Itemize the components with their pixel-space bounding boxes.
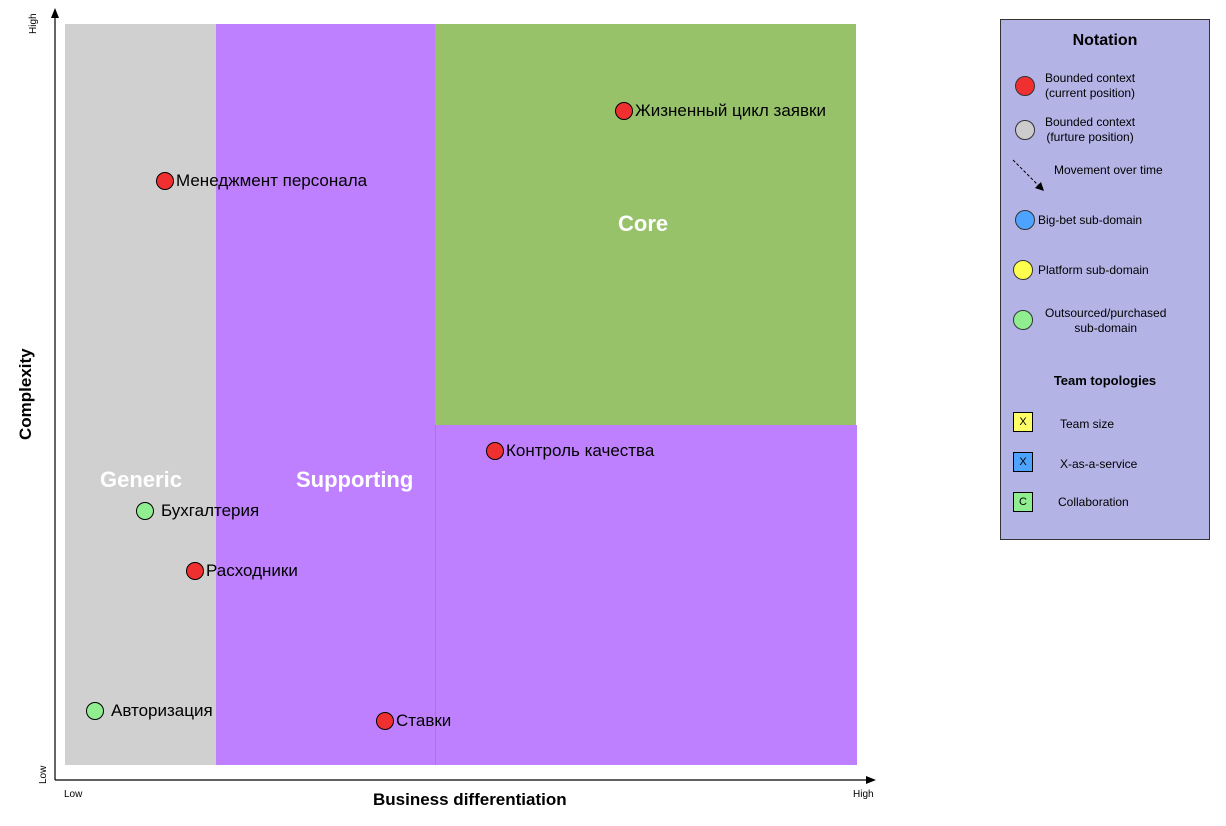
legend-bc-current-line1: Bounded context: [1045, 71, 1136, 85]
outsourced-subdomain-dot: [86, 702, 104, 720]
context-quality: Контроль качества: [486, 441, 654, 461]
supporting-region-right: [435, 425, 857, 765]
legend-outsourced-line1: Outsourced/purchased: [1045, 306, 1167, 320]
legend-collaboration: Collaboration: [1058, 495, 1129, 509]
context-quality-label: Контроль качества: [506, 441, 655, 460]
legend-xaas: X-as-a-service: [1060, 457, 1138, 471]
team-topologies-title: Team topologies: [1053, 373, 1157, 388]
generic-label: Generic: [100, 467, 182, 492]
outsourced-subdomain-dot: [136, 502, 154, 520]
collaboration-icon: C: [1013, 492, 1033, 512]
generic-region: [65, 24, 216, 765]
bounded-context-current-dot: [186, 562, 204, 580]
bounded-context-current-icon: [1015, 76, 1035, 96]
context-staff-label: Менеджмент персонала: [176, 171, 368, 190]
legend-outsourced: Outsourced/purchased sub-domain: [1045, 306, 1166, 336]
context-accounting-label: Бухгалтерия: [161, 501, 260, 520]
context-staff: Менеджмент персонала: [156, 171, 367, 191]
legend-outsourced-line2: sub-domain: [1074, 321, 1138, 335]
legend-bc-future-line2: (furture position): [1046, 130, 1134, 144]
platform-subdomain-icon: [1013, 260, 1033, 280]
supporting-region: [216, 24, 435, 765]
legend-team-size: Team size: [1060, 417, 1115, 431]
context-lifecycle: Жизненный цикл заявки: [615, 101, 826, 121]
context-rates: Ставки: [376, 711, 451, 731]
bounded-context-current-dot: [486, 442, 504, 460]
legend-bc-current: Bounded context (current position): [1045, 71, 1135, 101]
y-axis-low: Low: [38, 765, 49, 784]
y-axis-high: High: [28, 13, 39, 34]
context-auth: Авторизация: [86, 701, 213, 721]
x-as-a-service-icon: X: [1013, 452, 1033, 472]
legend-bc-future-line1: Bounded context: [1045, 115, 1136, 129]
y-axis-arrow: [51, 8, 59, 18]
y-axis-title: Complexity: [16, 348, 35, 440]
big-bet-subdomain-icon: [1015, 210, 1035, 230]
supporting-label: Supporting: [296, 467, 414, 492]
context-consumables-label: Расходники: [206, 561, 298, 580]
context-consumables: Расходники: [186, 561, 298, 581]
notation-panel: Notation Bounded context (current positi…: [1000, 19, 1210, 540]
bounded-context-current-dot: [615, 102, 633, 120]
x-axis-high: High: [853, 789, 874, 800]
bounded-context-future-icon: [1015, 120, 1035, 140]
bounded-context-current-dot: [156, 172, 174, 190]
context-rates-label: Ставки: [396, 711, 452, 730]
context-lifecycle-label: Жизненный цикл заявки: [635, 101, 826, 120]
x-axis-title: Business differentiation: [373, 790, 567, 809]
notation-title: Notation: [1072, 32, 1138, 49]
x-axis-arrow: [866, 776, 876, 784]
movement-arrow-icon: [1012, 159, 1044, 191]
x-axis-low: Low: [64, 789, 83, 800]
legend-bc-future: Bounded context (furture position): [1045, 115, 1135, 145]
legend-platform: Platform sub-domain: [1038, 263, 1149, 277]
core-region: [435, 24, 856, 425]
bounded-context-current-dot: [376, 712, 394, 730]
legend-bc-current-line2: (current position): [1045, 86, 1136, 100]
legend-big-bet: Big-bet sub-domain: [1038, 213, 1143, 227]
context-accounting: Бухгалтерия: [136, 501, 259, 521]
context-auth-label: Авторизация: [111, 701, 213, 720]
legend-movement: Movement over time: [1054, 163, 1163, 177]
outsourced-subdomain-icon: [1013, 310, 1033, 330]
core-label: Core: [618, 211, 669, 236]
team-size-icon: X: [1013, 412, 1033, 432]
